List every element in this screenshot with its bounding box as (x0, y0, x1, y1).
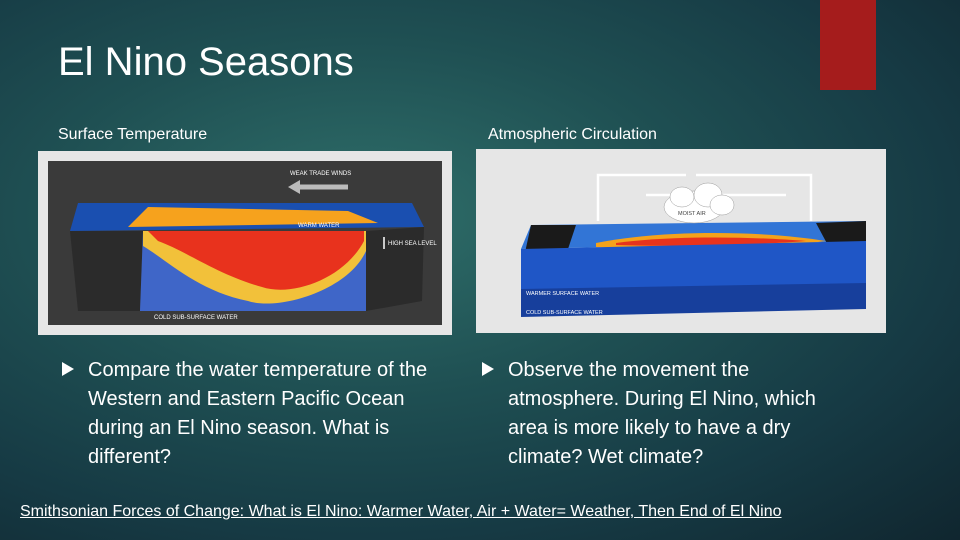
atmospheric-circulation-label: Atmospheric Circulation (488, 126, 657, 143)
cold-subsurface-label-right: COLD SUB-SURFACE WATER (526, 310, 603, 316)
atmospheric-circulation-figure: MOIST AIR WARMER SURFACE WATER COLD SUB-… (476, 149, 886, 333)
left-bullet: Compare the water temperature of the Wes… (62, 356, 433, 472)
right-bullet-text: Observe the movement the atmosphere. Dur… (508, 359, 816, 468)
accent-bar (820, 0, 876, 90)
atmospheric-circulation-diagram-icon: MOIST AIR WARMER SURFACE WATER COLD SUB-… (486, 159, 876, 323)
surface-temperature-label: Surface Temperature (58, 126, 208, 143)
slide-title: El Nino Seasons (58, 40, 354, 84)
warmer-surface-label: WARMER SURFACE WATER (526, 291, 599, 297)
high-sea-level-label: HIGH SEA LEVEL (388, 241, 437, 247)
trade-winds-label: WEAK TRADE WINDS (290, 171, 351, 177)
moist-air-label: MOIST AIR (678, 211, 706, 217)
ocean-temperature-diagram-icon: WEAK TRADE WINDS WARM WATER HIGH SEA LEV… (48, 161, 442, 325)
cold-subsurface-label: COLD SUB-SURFACE WATER (154, 315, 238, 321)
surface-temperature-figure: WEAK TRADE WINDS WARM WATER HIGH SEA LEV… (38, 151, 452, 335)
left-bullet-text: Compare the water temperature of the Wes… (88, 359, 428, 468)
smithsonian-video-link[interactable]: Smithsonian Forces of Change: What is El… (20, 503, 782, 520)
bullet-arrow-icon (62, 362, 74, 376)
bullet-arrow-icon (482, 362, 494, 376)
right-bullet: Observe the movement the atmosphere. Dur… (482, 356, 853, 472)
warm-water-label: WARM WATER (298, 223, 340, 229)
